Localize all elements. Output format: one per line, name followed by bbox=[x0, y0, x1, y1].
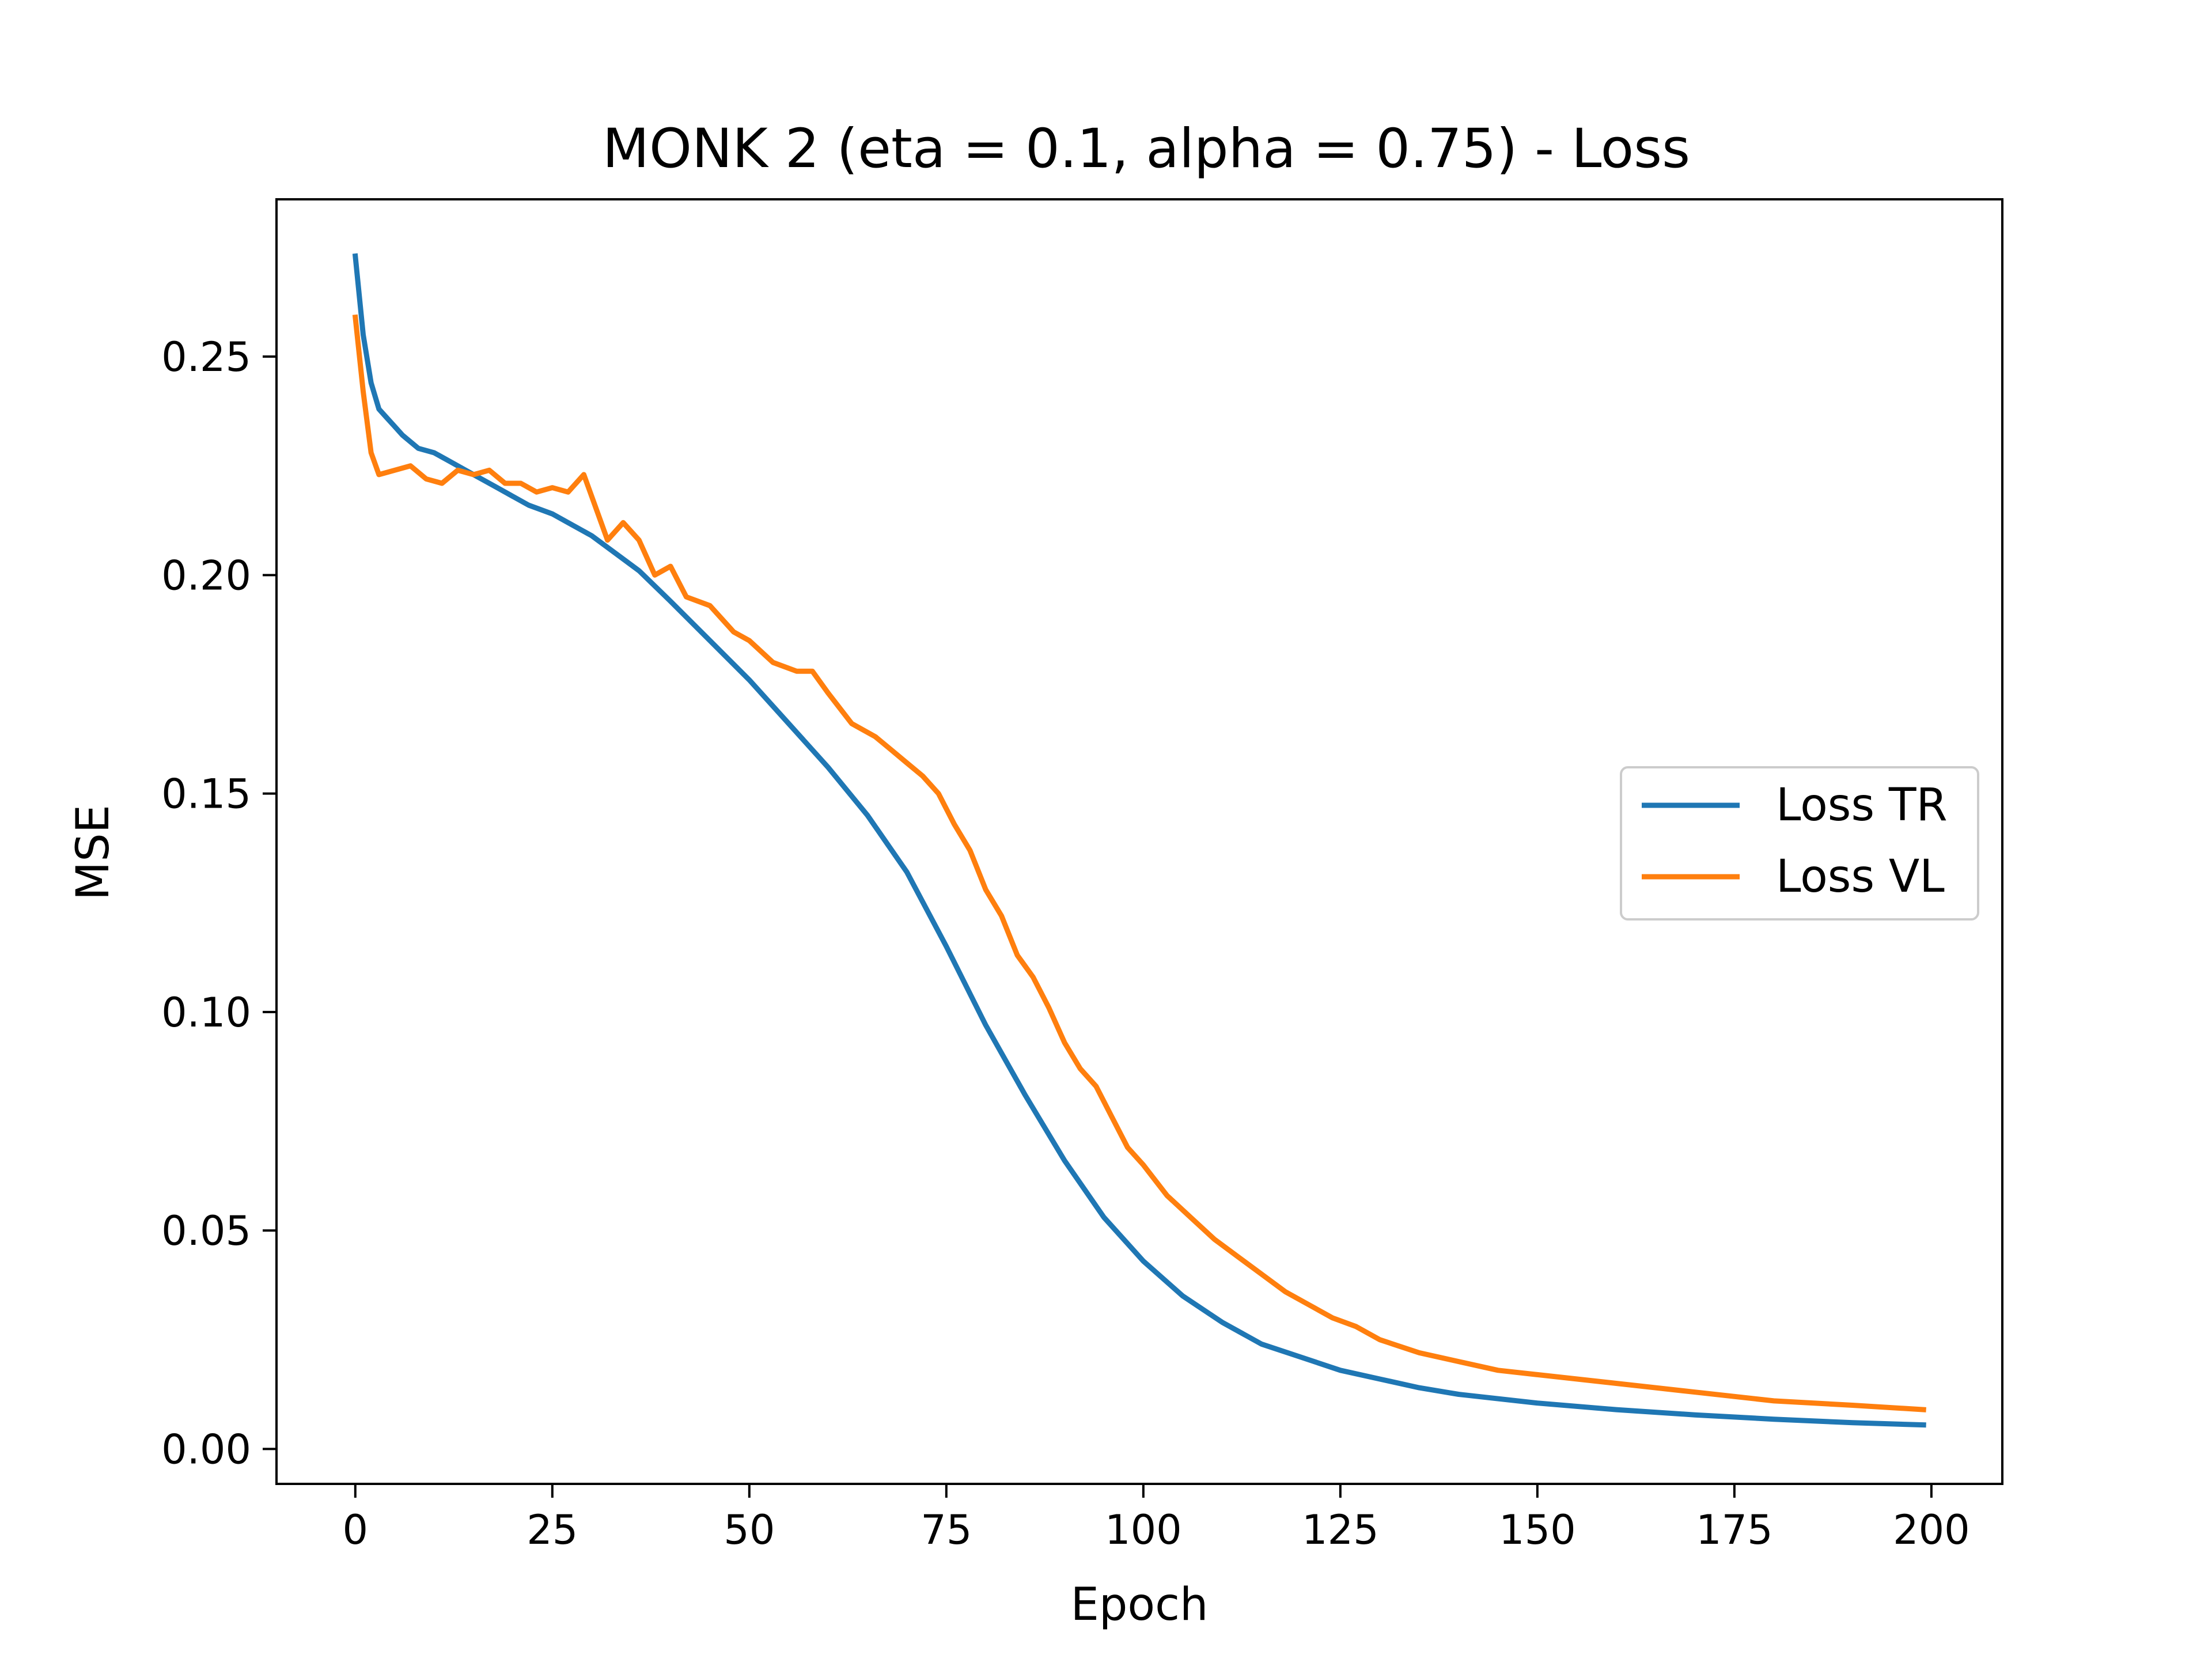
chart-title: MONK 2 (eta = 0.1, alpha = 0.75) - Loss bbox=[603, 118, 1690, 180]
y-axis-title: MSE bbox=[67, 805, 119, 900]
x-tick-label: 100 bbox=[1105, 1506, 1182, 1554]
y-axis-ticks: 0.00 0.05 0.10 0.15 0.20 0.25 bbox=[161, 334, 276, 1473]
x-tick-label: 200 bbox=[1893, 1506, 1970, 1554]
x-tick-label: 25 bbox=[527, 1506, 578, 1554]
series-line-loss-tr bbox=[352, 253, 1926, 1428]
series-line-loss-vl bbox=[352, 314, 1926, 1412]
y-tick-label: 0.15 bbox=[161, 771, 251, 818]
y-tick-label: 0.20 bbox=[161, 552, 251, 599]
x-tick-label: 175 bbox=[1696, 1506, 1773, 1554]
x-tick-label: 0 bbox=[343, 1506, 369, 1554]
y-tick-label: 0.00 bbox=[161, 1426, 251, 1473]
x-axis-title: Epoch bbox=[1071, 1579, 1209, 1631]
x-tick-label: 50 bbox=[724, 1506, 775, 1554]
plot-frame bbox=[275, 198, 2003, 1485]
x-tick-label: 75 bbox=[921, 1506, 972, 1554]
legend-label-loss-vl: Loss VL bbox=[1776, 851, 1945, 903]
y-tick-label: 0.05 bbox=[161, 1207, 251, 1255]
x-axis-ticks: 0 25 50 75 100 125 150 175 200 bbox=[343, 1484, 1970, 1554]
legend: Loss TR Loss VL bbox=[1620, 766, 1979, 921]
legend-label-loss-tr: Loss TR bbox=[1776, 779, 1948, 831]
y-tick-label: 0.10 bbox=[161, 989, 251, 1036]
y-tick-label: 0.25 bbox=[161, 334, 251, 381]
x-tick-label: 150 bbox=[1499, 1506, 1576, 1554]
plot-lines bbox=[352, 253, 1926, 1428]
x-tick-label: 125 bbox=[1302, 1506, 1379, 1554]
